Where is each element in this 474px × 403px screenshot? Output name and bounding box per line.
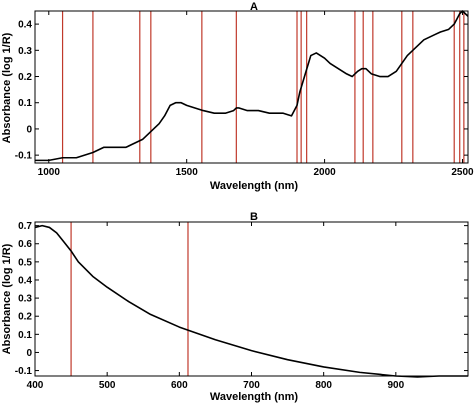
panel-a-x-axis-label: Wavelength (nm) bbox=[210, 180, 299, 192]
panel-a-y-tick-label-5: 0.4 bbox=[18, 20, 32, 31]
panel-a-x-tick-label-2: 2000 bbox=[313, 167, 336, 178]
panel-b-x-tick-label-5: 900 bbox=[387, 380, 404, 391]
panel-a-y-tick-label-2: 0.1 bbox=[18, 98, 32, 109]
panel-a-y-tick-label-4: 0.3 bbox=[18, 46, 32, 57]
panel-a-title: A bbox=[250, 1, 258, 13]
panel-b-y-tick-label-1: 0 bbox=[26, 348, 32, 359]
panel-a-x-tick-label-0: 1000 bbox=[38, 167, 61, 178]
panel-a-spectrum-line bbox=[35, 10, 469, 162]
panel-b-x-ticks: 400 500 600 700 800 900 bbox=[27, 222, 405, 391]
panel-b-x-tick-label-3: 700 bbox=[243, 380, 260, 391]
panel-b-x-axis-label: Wavelength (nm) bbox=[210, 391, 299, 403]
panel-b-title: B bbox=[250, 211, 258, 223]
panel-b-plot-frame bbox=[34, 221, 469, 377]
panel-a: A 1000 1500 2000 2500 -0.1 0 0.1 0.2 0.3 0.4 Wav… bbox=[1, 1, 474, 192]
panel-a-y-ticks: -0.1 0 0.1 0.2 0.3 0.4 bbox=[15, 20, 468, 162]
panel-b-x-tick-label-0: 400 bbox=[27, 380, 44, 391]
panel-a-markers bbox=[61, 11, 465, 163]
panel-a-y-tick-label-3: 0.2 bbox=[18, 72, 32, 83]
panel-b-y-tick-label-2: 0.1 bbox=[18, 330, 32, 341]
panel-a-x-tick-label-3: 2500 bbox=[451, 167, 474, 178]
panel-a-y-tick-label-0: -0.1 bbox=[15, 151, 33, 162]
panel-b-y-tick-label-0: -0.1 bbox=[15, 366, 33, 377]
panel-b-x-tick-label-1: 500 bbox=[99, 380, 116, 391]
panel-b-y-ticks: -0.1 0 0.1 0.2 0.3 0.4 0.5 0.6 0.7 bbox=[15, 221, 468, 377]
panel-b-x-tick-label-2: 600 bbox=[171, 380, 188, 391]
panel-b-x-tick-label-4: 800 bbox=[315, 380, 332, 391]
panel-a-x-tick-label-1: 1500 bbox=[176, 167, 199, 178]
panel-a-y-tick-label-1: 0 bbox=[26, 124, 32, 135]
panel-b-y-tick-label-4: 0.3 bbox=[18, 294, 32, 305]
panel-a-y-axis-label: Absorbance (log 1/R) bbox=[1, 32, 13, 143]
panel-b-y-tick-label-8: 0.7 bbox=[18, 221, 32, 232]
panel-b-y-tick-label-3: 0.2 bbox=[18, 312, 32, 323]
panel-b-y-tick-label-6: 0.5 bbox=[18, 257, 32, 268]
panel-a-x-ticks: 1000 1500 2000 2500 bbox=[38, 11, 474, 178]
panel-b-y-tick-label-5: 0.4 bbox=[18, 275, 32, 286]
panel-a-plot-frame bbox=[34, 10, 469, 164]
panel-b-y-axis-label: Absorbance (log 1/R) bbox=[1, 243, 13, 354]
panel-b: B 400 500 600 700 800 900 -0.1 0 0.1 0.2 0.3 0.4 0.… bbox=[1, 211, 469, 403]
panel-b-markers bbox=[70, 222, 189, 376]
panel-b-spectrum-line bbox=[34, 224, 468, 378]
panel-b-y-tick-label-7: 0.6 bbox=[18, 239, 32, 250]
